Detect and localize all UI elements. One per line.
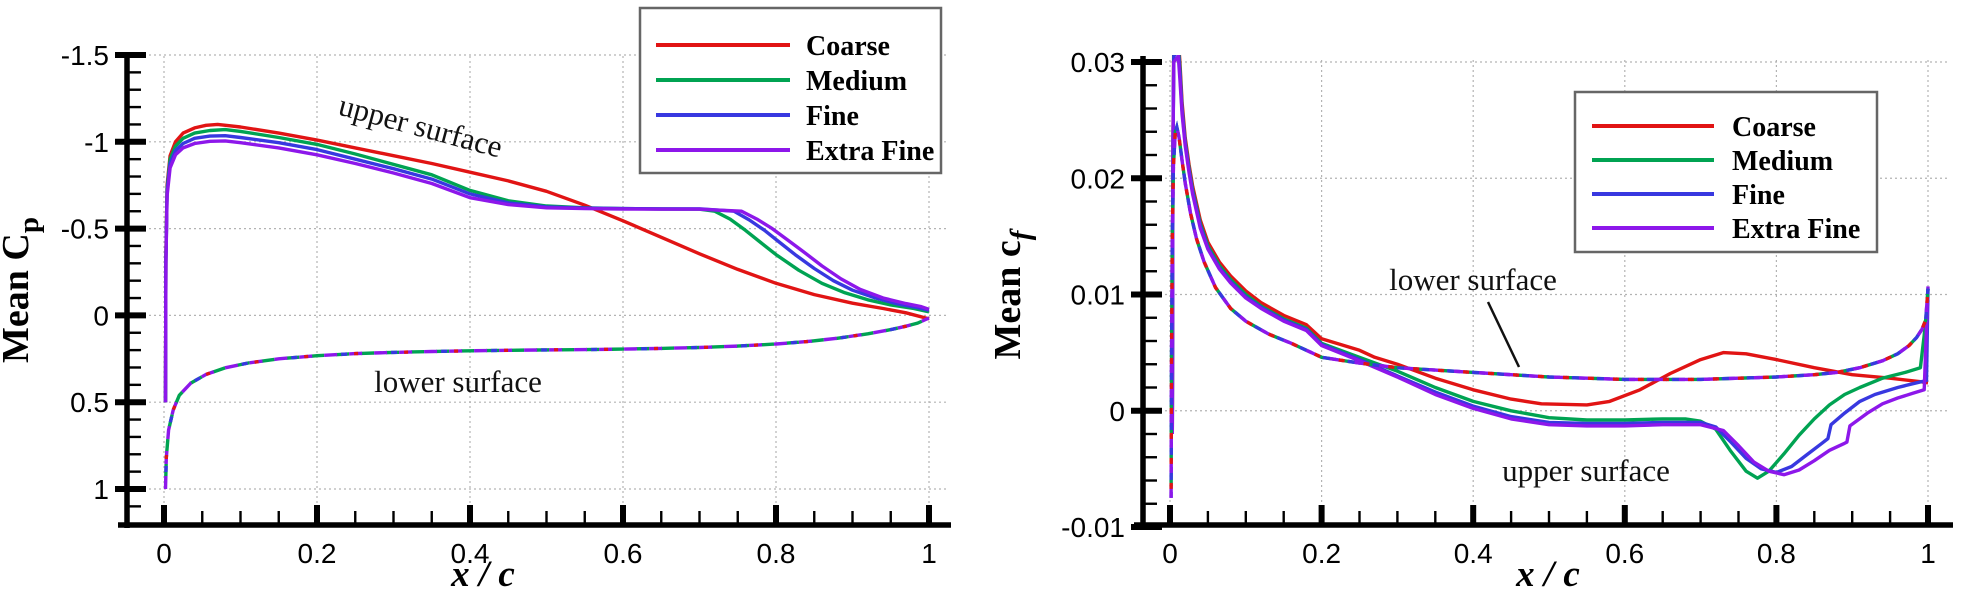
- y-tick-label: -1.5: [61, 40, 109, 71]
- x-tick-label: 0.8: [1757, 538, 1796, 569]
- y-tick-label: 0.01: [1071, 280, 1126, 311]
- legend: Coarse Medium Fine Extra Fine: [638, 6, 943, 175]
- mean-cp-chart: 0 0.2 0.4 0.6 0.8 1 -1.5 -1 -0.5 0 0.5 1 Mean Cp x / …: [0, 6, 951, 595]
- annotation-upper-surface-label: upper surface: [335, 87, 506, 164]
- x-axis-title: x / c: [450, 554, 515, 595]
- annotation-lower-surface-label: lower surface: [1389, 262, 1557, 297]
- series-upper-fine: [163, 134, 930, 403]
- legend-box: [638, 6, 943, 175]
- x-tick-label: 0.6: [1605, 538, 1644, 569]
- y-tick-label: 0: [1109, 396, 1125, 427]
- x-tick-label: 1: [1920, 538, 1936, 569]
- y-tick-label: 0.03: [1071, 47, 1126, 78]
- y-tick-label: 0: [93, 300, 109, 331]
- legend-label: Coarse: [1732, 112, 1816, 143]
- series-upper-extra-fine: [1170, 55, 1930, 477]
- annotation-upper-surface-label: upper surface: [1502, 453, 1670, 488]
- y-axis-title: Mean cf: [987, 227, 1037, 359]
- x-tick-label: 0: [1162, 538, 1178, 569]
- legend-label: Medium: [806, 66, 907, 97]
- series-upper-coarse: [163, 122, 930, 403]
- mean-cf-chart: 0 0.2 0.4 0.6 0.8 1 0.03 0.02 0.01 0 -0.01 Mean cf x…: [987, 47, 1953, 595]
- x-tick-label: 0: [156, 538, 172, 569]
- annotation-lower-surface-label: lower surface: [374, 364, 542, 399]
- series-lower-all-grids-fine: [163, 316, 930, 490]
- y-tick-label: -1: [84, 127, 109, 158]
- series-lower-all-grids-coarse: [1169, 120, 1930, 498]
- x-tick-label: 0.8: [757, 538, 796, 569]
- y-axis-title: Mean Cp: [0, 217, 45, 363]
- x-tick-label: 0.2: [1302, 538, 1341, 569]
- x-tick-label: 0.2: [298, 538, 337, 569]
- y-tick-label: -0.01: [1061, 512, 1125, 543]
- legend-label: Fine: [1732, 180, 1785, 211]
- legend-box: [1573, 90, 1879, 254]
- y-tick-label: 1: [93, 474, 109, 505]
- series-lower-all-grids-coarse: [163, 316, 930, 490]
- series-lower-all-grids-fine: [1169, 120, 1930, 498]
- legend-label: Coarse: [806, 31, 890, 62]
- y-tick-label: 0.5: [70, 387, 109, 418]
- y-tick-label: -0.5: [61, 214, 109, 245]
- annotation-leader-line: [1486, 301, 1521, 368]
- x-tick-label: 1: [921, 538, 937, 569]
- series-lower-all-grids-extra_fine: [163, 316, 930, 490]
- legend-label: Medium: [1732, 146, 1833, 177]
- x-tick-label: 0.6: [604, 538, 643, 569]
- series-lower-all-grids-medium: [163, 316, 930, 490]
- x-tick-label: 0.4: [1454, 538, 1493, 569]
- x-axis-title: x / c: [1515, 554, 1580, 595]
- series-upper-extra-fine: [163, 139, 930, 403]
- legend-label: Fine: [806, 101, 859, 132]
- legend-label: Extra Fine: [1732, 214, 1860, 245]
- y-tick-label: 0.02: [1071, 163, 1126, 194]
- legend-label: Extra Fine: [806, 136, 934, 167]
- x-tick-label: 0.4: [451, 538, 490, 569]
